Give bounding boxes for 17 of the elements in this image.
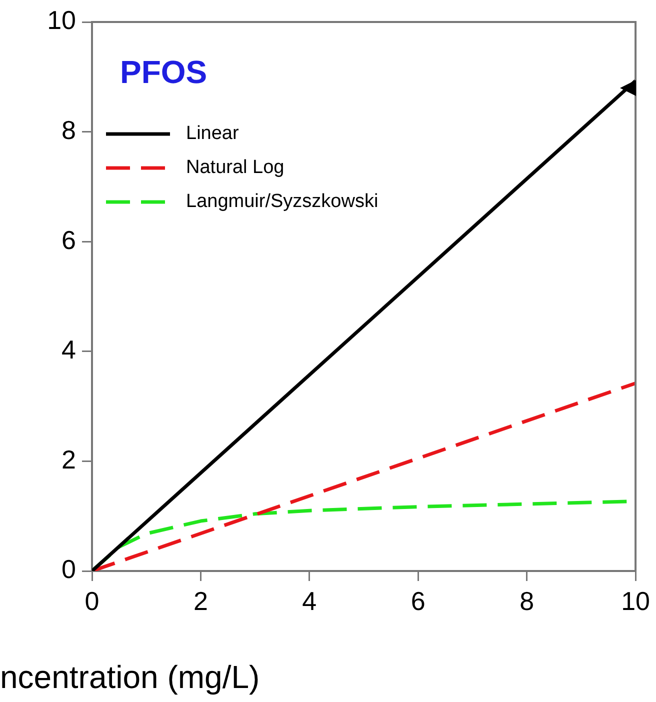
x-tick-label: 2 — [193, 586, 208, 616]
x-tick-label: 4 — [302, 586, 317, 616]
legend-label: Langmuir/Syzszkowski — [186, 191, 378, 212]
y-tick-label: 10 — [47, 5, 76, 36]
x-tick-label: 6 — [410, 586, 426, 616]
y-tick-label: 0 — [62, 554, 76, 584]
y-tick-label: 4 — [62, 334, 76, 365]
y-tick-label: 6 — [62, 224, 76, 255]
legend-label: Natural Log — [186, 157, 284, 178]
y-tick-label: 2 — [62, 444, 76, 474]
x-tick-label: 0 — [84, 586, 100, 616]
x-axis-title: ncentration (mg/L) — [0, 659, 260, 695]
legend-label: Linear — [186, 123, 240, 144]
x-tick-label: 8 — [520, 586, 534, 616]
annotation: PFOS — [120, 54, 208, 90]
x-tick-label: 10 — [621, 586, 650, 616]
y-tick-label: 8 — [62, 114, 76, 145]
